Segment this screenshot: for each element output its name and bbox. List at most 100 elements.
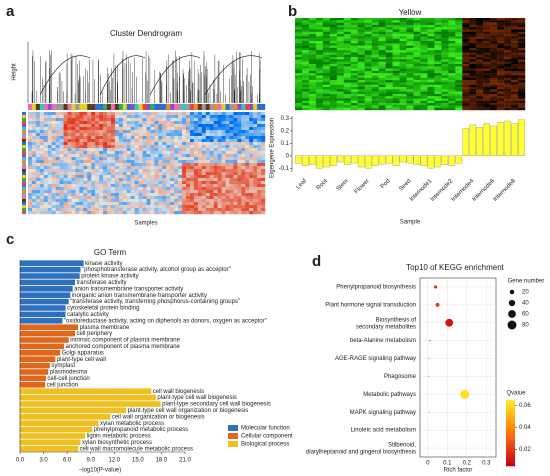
heatmap-cell [205,205,210,209]
heatmap-cell [154,124,159,128]
heatmap-cell [249,154,254,158]
heatmap-cell [371,68,379,72]
heatmap-cell [67,184,72,188]
heatmap-cell [385,84,393,88]
heatmap-cell [413,18,421,21]
heatmap-cell [378,73,386,76]
heatmap-cell [79,136,84,140]
heatmap-cell [103,208,108,212]
heatmap-cell [371,100,379,104]
heatmap-cell [51,124,56,128]
heatmap-cell [75,160,80,164]
heatmap-cell [253,199,258,203]
heatmap-cell [118,115,123,119]
heatmap-cell [87,196,92,200]
heatmap-cell [221,130,226,134]
heatmap-cell [182,157,187,161]
heatmap-cell [67,169,72,173]
heatmap-cell [63,121,68,125]
heatmap-cell [146,169,151,173]
heatmap-cell [490,22,498,26]
heatmap-cell [511,66,519,69]
heatmap-cell [118,172,123,176]
heatmap-cell [322,20,331,23]
heatmap-cell [47,115,52,119]
heatmap-cell [385,107,393,111]
heatmap-cell [511,45,519,49]
heatmap-cell [490,107,498,111]
heatmap-cell [63,130,68,134]
heatmap-cell [399,89,407,92]
colorbar-label: 0.04 [519,425,531,431]
heatmap-cell [483,18,491,21]
x-tick-label: 3.0 [39,458,48,464]
heatmap-cell [511,73,519,76]
heatmap-cell [189,139,195,143]
heatmap-cell [186,133,191,137]
heatmap-cell [392,66,400,69]
heatmap-cell [166,139,171,143]
heatmap-cell [315,107,324,111]
heatmap-cell [448,47,456,51]
x-tick-label: Root [316,178,329,191]
heatmap-cell [490,103,498,106]
heatmap-cell [518,59,526,62]
heatmap-cell [55,148,60,152]
heatmap-cell [63,181,68,185]
heatmap-cell [221,190,226,194]
heatmap-cell [174,196,179,200]
heatmap-cell [455,70,463,74]
heatmap-cell [301,89,310,92]
heatmap-cell [511,103,519,106]
heatmap-cell [308,59,317,62]
bar [20,330,75,337]
heatmap-cell [55,115,60,119]
heatmap-cell [249,148,254,152]
heatmap-cell [209,133,214,137]
label-line: Stilbenoid, [388,442,416,448]
heatmap-cell [47,196,52,200]
heatmap-cell [261,145,266,149]
heatmap-cell [392,89,400,92]
heatmap-cell [364,54,372,58]
heatmap-cell [75,154,80,158]
heatmap-cell [225,142,230,146]
heatmap-cell [59,148,64,152]
heatmap-cell [490,68,498,72]
heatmap-cell [75,142,80,146]
heatmap-cell [371,84,379,88]
module-color [31,104,37,110]
heatmap-cell [441,64,449,67]
heatmap-cell [301,80,310,83]
heatmap-cell [261,202,266,206]
heatmap-cell [31,124,37,128]
colorbar-step [506,411,515,414]
heatmap-cell [241,157,246,161]
heatmap-cell [114,145,120,149]
heatmap-cell [518,98,526,101]
heatmap-cell [504,59,512,62]
heatmap-cell [245,184,250,188]
heatmap-cell [257,112,262,116]
heatmap-cell [233,187,238,191]
heatmap-cell [249,160,254,164]
heatmap-cell [301,75,310,78]
heatmap-cell [87,127,92,131]
heatmap-cell [154,157,159,161]
heatmap-cell [241,172,246,176]
heatmap-cell [237,190,242,194]
heatmap-cell [189,190,195,194]
heatmap-cell [55,157,60,161]
module-color [178,104,183,110]
colorbar-step [506,417,515,421]
heatmap-cell [193,211,199,215]
heatmap-cell [79,199,84,203]
heatmap-cell [406,80,414,83]
heatmap-cell [114,157,120,161]
heatmap-cell [385,57,393,60]
heatmap-cell [122,145,127,149]
heatmap-cell [174,202,179,206]
heatmap-cell [511,31,519,35]
heatmap-cell [178,172,183,176]
heatmap-cell [138,211,143,215]
